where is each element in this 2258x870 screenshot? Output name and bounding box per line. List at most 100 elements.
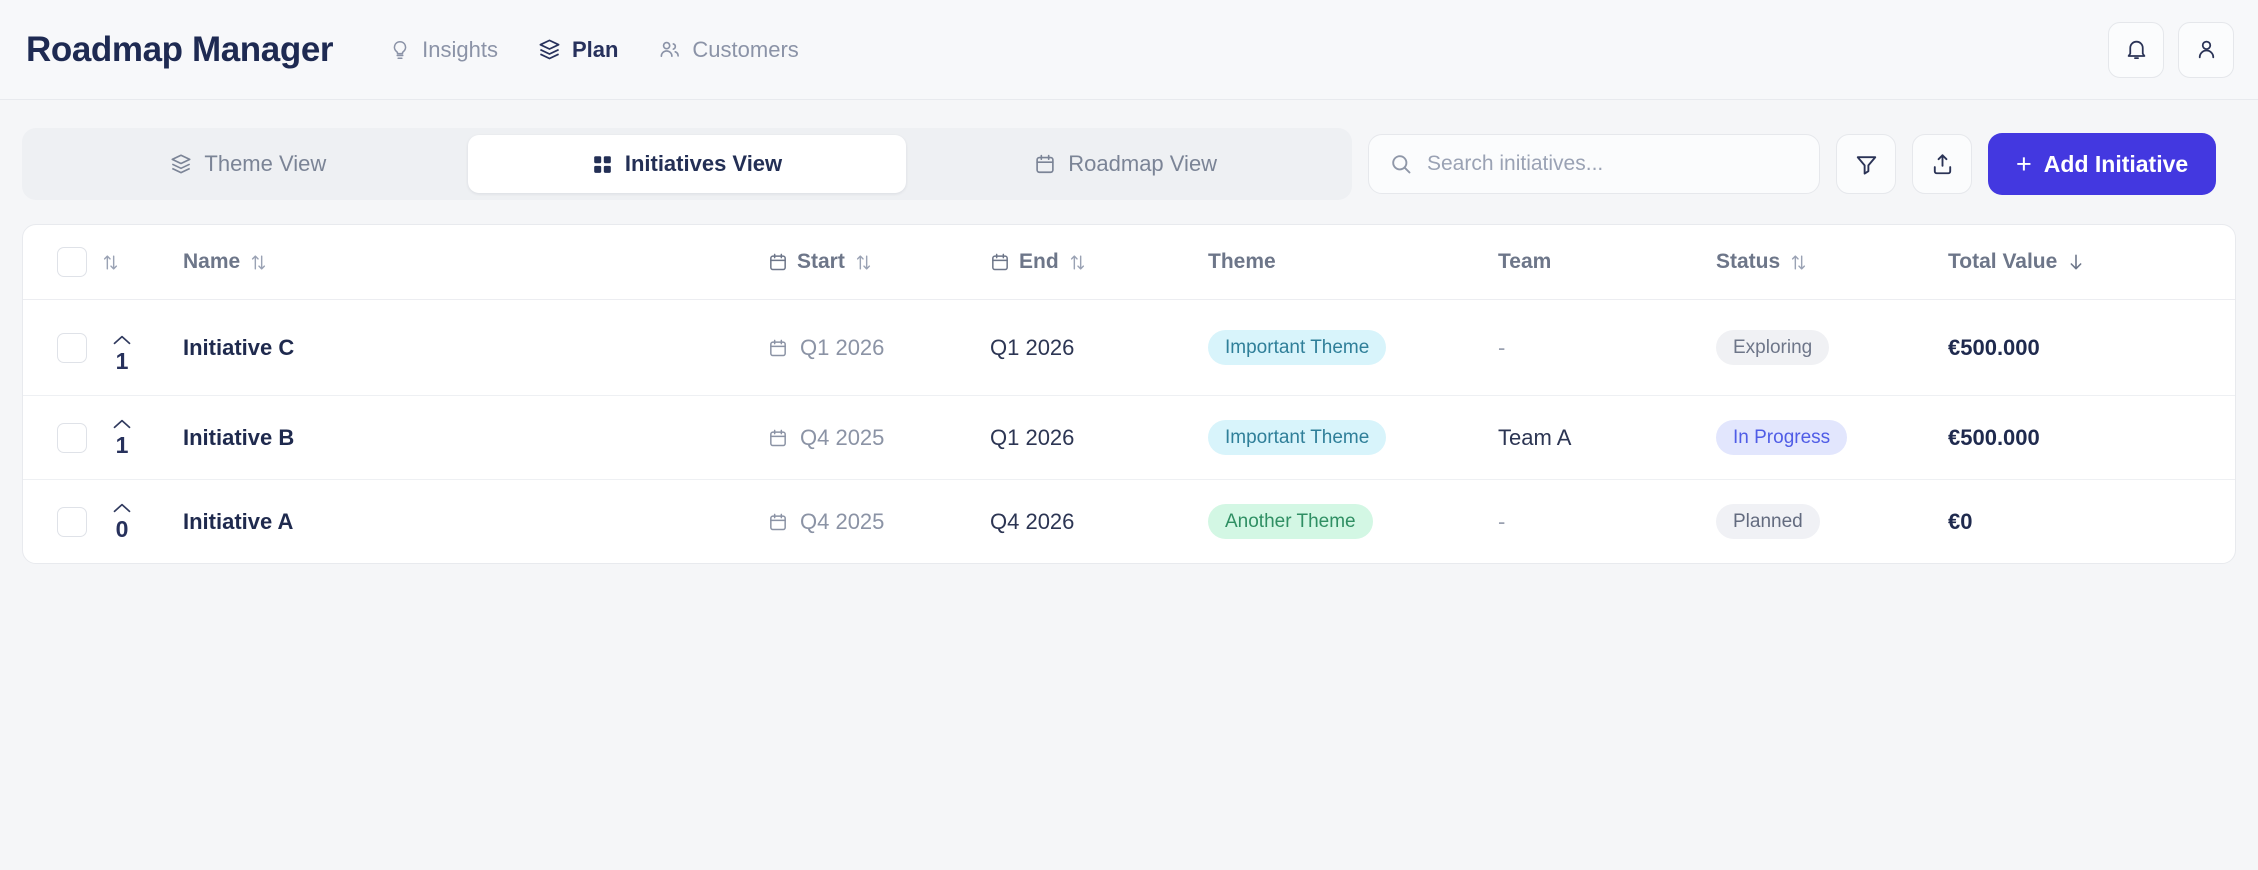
column-total-value[interactable]: Total Value	[1948, 225, 2235, 300]
nav-item-label: Insights	[422, 36, 498, 62]
rank-value: 1	[115, 432, 129, 458]
rank-value: 0	[115, 516, 129, 542]
column-select-all	[23, 225, 101, 300]
column-end[interactable]: End	[990, 225, 1208, 300]
row-start: Q4 2025	[768, 480, 990, 564]
account-button[interactable]	[2178, 21, 2234, 78]
top-bar: Roadmap Manager Insights Plan	[0, 0, 2258, 100]
row-start: Q1 2026	[768, 299, 990, 396]
table-row[interactable]: 1 Initiative B Q4 2025 Q1 2026	[23, 395, 2235, 480]
view-toolbar: Theme View Initiatives View Roadmap	[0, 100, 2258, 200]
row-theme: Another Theme	[1208, 480, 1498, 564]
upload-icon	[1930, 152, 1955, 177]
row-start: Q4 2025	[768, 395, 990, 480]
nav-item-plan[interactable]: Plan	[538, 37, 618, 63]
row-start-value: Q1 2026	[800, 334, 885, 360]
column-label: Status	[1716, 250, 1781, 273]
calendar-icon	[990, 252, 1010, 272]
table-body: 1 Initiative C Q1 2026 Q1 2026	[23, 299, 2235, 564]
row-start-value: Q4 2025	[800, 424, 885, 450]
row-status: Exploring	[1716, 299, 1948, 396]
rank-stepper[interactable]: 1	[101, 418, 143, 457]
row-rank-cell: 1	[101, 299, 183, 396]
column-rank[interactable]	[101, 225, 183, 300]
status-badge: In Progress	[1716, 420, 1848, 455]
export-button[interactable]	[1912, 134, 1972, 194]
add-initiative-button[interactable]: + Add Initiative	[1988, 133, 2217, 195]
table-row[interactable]: 0 Initiative A Q4 2025 Q4 2026	[23, 480, 2235, 564]
nav-item-insights[interactable]: Insights	[389, 37, 498, 63]
row-team: -	[1498, 299, 1716, 396]
row-checkbox[interactable]	[57, 506, 87, 537]
column-label: Total Value	[1948, 250, 2058, 273]
notifications-button[interactable]	[2108, 21, 2164, 78]
column-theme: Theme	[1208, 225, 1498, 300]
plus-icon: +	[2016, 148, 2032, 179]
sort-icon	[249, 253, 268, 272]
row-total-value: €500.000	[1948, 299, 2235, 396]
grid-icon	[592, 154, 613, 175]
calendar-icon	[768, 428, 788, 448]
row-theme: Important Theme	[1208, 395, 1498, 480]
calendar-icon	[768, 252, 788, 272]
tab-label: Roadmap View	[1068, 151, 1218, 176]
column-label: Name	[183, 250, 241, 273]
status-badge: Exploring	[1716, 330, 1830, 365]
nav-item-label: Plan	[571, 36, 619, 62]
rank-stepper[interactable]: 0	[101, 502, 143, 541]
app-title: Roadmap Manager	[26, 29, 334, 69]
column-team: Team	[1498, 225, 1716, 300]
row-rank-cell: 0	[101, 480, 183, 564]
row-team: Team A	[1498, 395, 1716, 480]
row-name[interactable]: Initiative C	[183, 299, 768, 396]
lightbulb-icon	[389, 39, 411, 61]
add-initiative-label: Add Initiative	[2043, 150, 2189, 177]
layers-icon	[538, 38, 561, 61]
user-icon	[2194, 37, 2219, 62]
nav-item-customers[interactable]: Customers	[658, 36, 799, 63]
primary-nav: Insights Plan Customers	[389, 37, 799, 63]
rank-value: 1	[115, 348, 129, 374]
table-row[interactable]: 1 Initiative C Q1 2026 Q1 2026	[23, 299, 2235, 396]
search-box[interactable]	[1368, 134, 1820, 194]
top-bar-actions	[2108, 21, 2234, 78]
row-checkbox[interactable]	[57, 332, 87, 363]
row-end: Q1 2026	[990, 395, 1208, 480]
tab-initiatives-view[interactable]: Initiatives View	[467, 135, 907, 193]
tab-theme-view[interactable]: Theme View	[29, 135, 468, 193]
row-total-value: €0	[1948, 508, 1973, 534]
table-header-row: Name	[23, 225, 2235, 300]
column-name[interactable]: Name	[183, 225, 768, 300]
column-label: End	[1019, 250, 1059, 273]
users-icon	[658, 38, 681, 61]
search-input[interactable]	[1427, 152, 1799, 176]
sort-icon	[854, 253, 873, 272]
row-select-cell	[23, 395, 101, 480]
chevron-up-icon[interactable]	[112, 418, 132, 430]
row-status: In Progress	[1716, 395, 1948, 480]
column-label: Team	[1498, 250, 1552, 273]
select-all-checkbox[interactable]	[57, 247, 87, 277]
row-checkbox[interactable]	[57, 422, 87, 453]
calendar-icon	[768, 338, 788, 358]
calendar-icon	[1034, 153, 1056, 175]
chevron-up-icon[interactable]	[112, 322, 132, 346]
tab-roadmap-view[interactable]: Roadmap View	[906, 135, 1345, 193]
sort-desc-icon	[2066, 252, 2086, 272]
bell-icon	[2124, 37, 2149, 62]
column-label: Theme	[1208, 250, 1276, 273]
column-status[interactable]: Status	[1716, 225, 1948, 300]
row-name[interactable]: Initiative B	[183, 395, 768, 480]
column-start[interactable]: Start	[768, 225, 990, 300]
filter-button[interactable]	[1836, 134, 1896, 194]
row-rank-cell: 1	[101, 395, 183, 480]
sort-icon	[1068, 253, 1087, 272]
column-label: Start	[797, 250, 845, 273]
row-theme: Important Theme	[1208, 299, 1498, 396]
rank-stepper[interactable]: 1	[101, 322, 143, 373]
view-tabs: Theme View Initiatives View Roadmap	[22, 128, 1352, 200]
row-name[interactable]: Initiative A	[183, 508, 294, 534]
chevron-up-icon[interactable]	[112, 502, 132, 514]
nav-item-label: Customers	[692, 36, 799, 62]
theme-badge: Important Theme	[1208, 420, 1387, 455]
